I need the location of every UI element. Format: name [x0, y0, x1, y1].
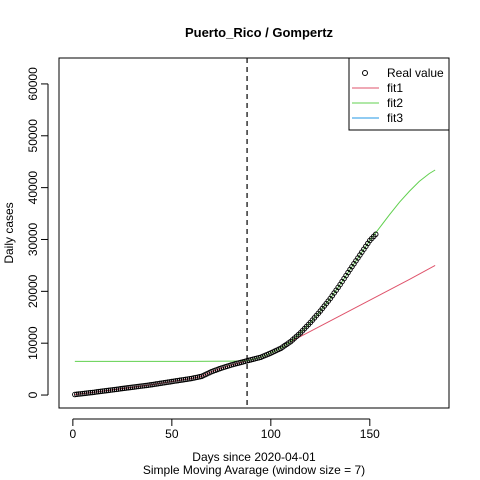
real-value-point — [184, 376, 191, 382]
real-value-point — [147, 382, 153, 388]
real-value-point — [89, 389, 96, 396]
real-value-point — [72, 391, 78, 398]
real-value-point — [149, 381, 155, 388]
real-value-point — [167, 379, 173, 385]
real-value-point — [182, 376, 189, 383]
real-value-point — [169, 378, 175, 385]
series-fit2 — [74, 169, 436, 362]
x-tick-label: 150 — [360, 427, 380, 441]
real-value-point — [83, 390, 90, 396]
real-value-point — [180, 376, 187, 383]
legend-swatch — [362, 70, 368, 76]
real-value-point — [143, 382, 149, 389]
real-value-point — [159, 380, 165, 386]
real-value-point — [125, 385, 132, 391]
series-fit1 — [74, 264, 436, 396]
real-value-point — [97, 388, 104, 395]
real-value-point — [186, 376, 193, 382]
real-value-point — [161, 380, 167, 386]
y-axis-label: Daily cases — [2, 202, 16, 263]
real-value-point — [135, 383, 141, 390]
real-value-point — [123, 385, 130, 391]
real-value-point — [91, 389, 98, 395]
real-value-point — [155, 380, 161, 387]
fit1-line — [74, 264, 436, 396]
real-value-point — [117, 386, 124, 392]
real-value-point — [107, 387, 114, 393]
y-tick-label: 0 — [26, 391, 40, 398]
real-value-point — [105, 387, 112, 394]
y-tick-label: 30000 — [26, 222, 40, 256]
x-axis-label: Days since 2020-04-01 — [192, 450, 316, 464]
real-value-point — [81, 390, 88, 397]
real-value-point — [137, 383, 143, 389]
real-value-point — [76, 391, 82, 397]
real-value-point — [119, 385, 126, 392]
x-tick-label: 0 — [70, 427, 77, 441]
real-value-point — [373, 231, 379, 238]
fit2-line — [74, 169, 436, 362]
legend-label: fit2 — [387, 96, 403, 110]
plot-area-frame — [58, 57, 450, 409]
x-axis: 0 50 100 150 — [70, 418, 380, 441]
series-real-value — [72, 231, 379, 398]
y-tick-label: 60000 — [26, 67, 40, 101]
real-value-point — [171, 378, 177, 384]
real-value-point — [121, 385, 128, 392]
real-value-point — [95, 388, 102, 395]
real-value-point — [175, 377, 181, 384]
chart-title: Puerto_Rico / Gompertz — [185, 25, 334, 40]
real-value-point — [131, 384, 137, 390]
legend-label: fit1 — [387, 81, 403, 95]
real-value-point — [85, 390, 92, 396]
real-value-point — [129, 384, 135, 391]
y-tick-label: 20000 — [26, 274, 40, 308]
chart-subtitle: Simple Moving Avarage (window size = 7) — [143, 463, 365, 477]
real-value-point — [111, 386, 118, 393]
y-axis: 0 10000 20000 30000 40000 50000 60000 — [26, 67, 49, 398]
real-value-point — [139, 383, 145, 389]
y-tick-label: 10000 — [26, 326, 40, 360]
real-value-point — [178, 377, 185, 383]
real-value-point — [101, 388, 108, 394]
real-value-point — [74, 391, 80, 398]
real-value-point — [163, 379, 169, 386]
real-value-point — [177, 377, 183, 384]
x-tick-label: 100 — [261, 427, 281, 441]
real-value-point — [103, 387, 110, 394]
x-tick-label: 50 — [165, 427, 179, 441]
real-value-point — [151, 381, 157, 388]
real-value-point — [93, 389, 100, 395]
real-value-point — [78, 391, 84, 397]
y-tick-label: 40000 — [26, 171, 40, 205]
real-value-point — [153, 381, 159, 387]
real-value-point — [141, 382, 147, 389]
y-tick-label: 50000 — [26, 119, 40, 153]
real-value-point — [99, 388, 106, 394]
real-value-point — [173, 378, 179, 384]
real-value-point — [80, 390, 86, 397]
legend-label: Real value — [387, 66, 444, 80]
real-value-point — [115, 386, 122, 392]
real-value-point — [109, 387, 116, 393]
real-value-point — [113, 386, 120, 393]
legend-label: fit3 — [387, 111, 403, 125]
real-value-point — [87, 389, 94, 396]
real-value-point — [133, 383, 139, 390]
real-value-point — [145, 382, 151, 388]
real-value-point — [157, 380, 163, 387]
real-value-point — [165, 379, 171, 385]
real-value-point — [127, 384, 134, 391]
